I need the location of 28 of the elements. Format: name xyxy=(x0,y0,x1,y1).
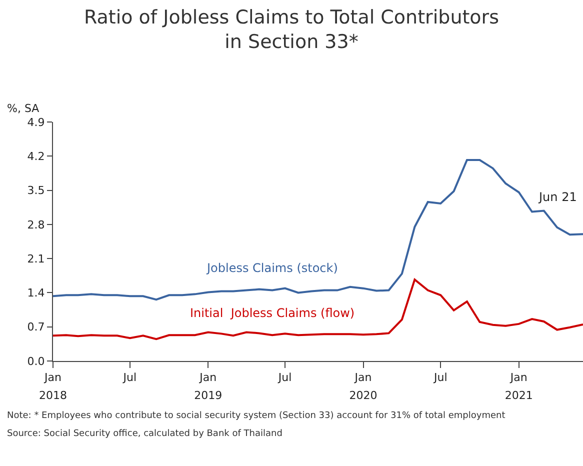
y-tick-label: 0.7 xyxy=(27,320,45,334)
y-tick-label: 3.5 xyxy=(27,184,45,198)
x2-tick-label: 2021 xyxy=(504,389,533,402)
x-tick-label: Jul xyxy=(122,371,137,384)
source-note: Source: Social Security office, calculated by Bank of Thailand xyxy=(7,429,282,439)
text: Note: * Employees who contribute to social security system (Section 33) account for 31% of total employment xyxy=(7,411,506,421)
y-tick-label: 2.8 xyxy=(27,218,45,232)
x-tick-label: Jan xyxy=(44,371,62,384)
y-tick-label: 1.4 xyxy=(27,286,45,300)
y-tick-label: 2.1 xyxy=(27,252,45,266)
x2-tick-label: 2019 xyxy=(194,389,222,402)
x-tick-label: Jul xyxy=(432,371,448,384)
x2-tick-label: 2020 xyxy=(349,389,378,402)
x-tick-label: Jan xyxy=(198,371,217,384)
y-tick-label: 0.0 xyxy=(27,354,45,368)
y-tick-label: 4.9 xyxy=(27,116,45,129)
annotation: Jun 21 xyxy=(538,190,577,204)
chart-title: Ratio of Jobless Claims to Total Contributors in Section 33* xyxy=(84,6,500,53)
y-tick-label: 4.2 xyxy=(27,150,45,163)
series-label: Initial Jobless Claims (flow) xyxy=(190,306,355,320)
line-series xyxy=(53,278,583,340)
x-tick-label: Jan xyxy=(509,371,528,384)
series-label: Jobless Claims (stock) xyxy=(206,261,338,275)
x2-tick-label: 2018 xyxy=(39,389,67,402)
x-tick-label: Jul xyxy=(277,371,292,384)
x-tick-label: Jan xyxy=(354,371,372,384)
y-axis-title: %, SA xyxy=(7,102,40,115)
line-series xyxy=(53,159,583,301)
